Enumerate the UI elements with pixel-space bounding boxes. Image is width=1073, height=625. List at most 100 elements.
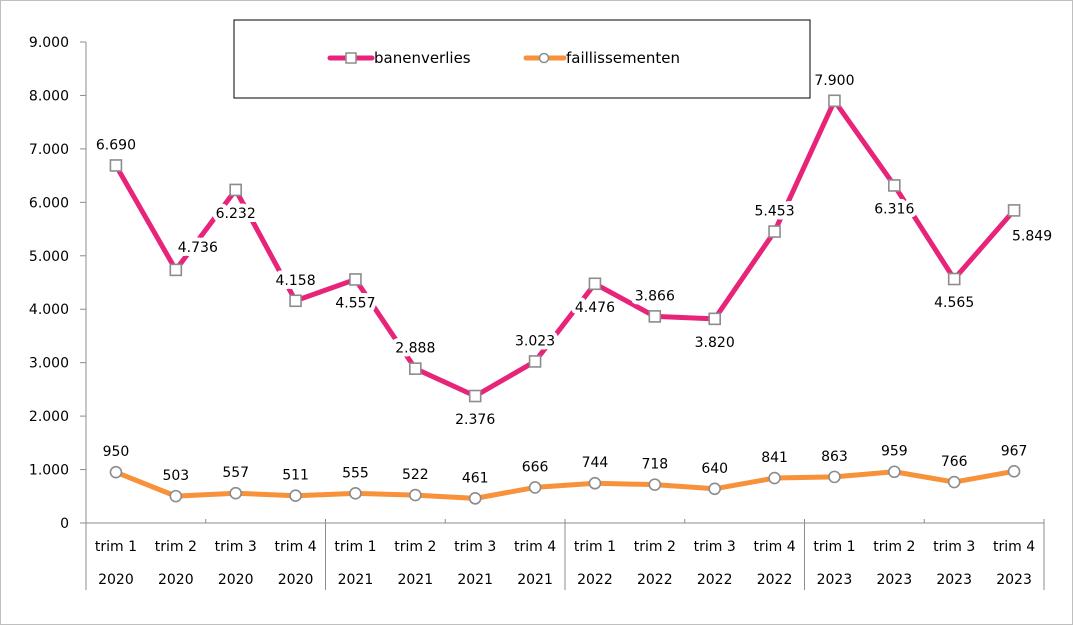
data-point-faillissementen (888, 465, 901, 479)
x-quarter-label: trim 4 (753, 539, 795, 555)
data-point-banenverlies (289, 294, 302, 308)
data-labels: 6.690 4.736 6.232 4.158 4.557 2.888 2.376 3.023… (92, 69, 1056, 491)
x-quarter-label: trim 4 (274, 539, 316, 555)
data-label-faillissementen: 744 (582, 455, 609, 471)
x-year-label: 2022 (757, 572, 793, 588)
data-label-faillissementen: 640 (701, 461, 728, 477)
x-quarter-label: trim 2 (155, 539, 197, 555)
data-point-banenverlies (409, 362, 422, 375)
data-point-banenverlies (229, 183, 242, 197)
x-quarter-label: trim 1 (334, 539, 376, 555)
data-point-faillissementen (229, 486, 242, 500)
data-point-faillissementen (169, 489, 183, 503)
data-label-faillissementen: 950 (103, 444, 130, 460)
data-point-banenverlies (169, 263, 183, 277)
x-quarter-label: trim 3 (215, 539, 257, 555)
data-label-banenverlies: 2.888 (395, 341, 435, 357)
series-line-banenverlies (113, 98, 1016, 399)
y-tick-label: 4.000 (29, 302, 69, 318)
y-tick-label: 8.000 (29, 88, 69, 104)
data-point-faillissementen (588, 476, 602, 490)
series-lines (113, 98, 1016, 501)
data-point-faillissementen (648, 478, 662, 491)
x-quarter-label: trim 3 (933, 539, 975, 555)
series-line-faillissementen (115, 468, 1015, 501)
legend-label-banenverlies: banenverlies (374, 49, 471, 67)
data-point-banenverlies (528, 355, 542, 368)
data-label-banenverlies: 4.158 (276, 273, 316, 289)
x-quarter-label: trim 4 (993, 539, 1035, 555)
data-label-banenverlies: 6.690 (96, 137, 136, 153)
y-tick-label: 6.000 (29, 195, 69, 211)
x-year-label: 2022 (697, 572, 733, 588)
y-tick-label: 2.000 (29, 409, 69, 425)
x-year-label: 2021 (397, 572, 433, 588)
legend-item-faillissementen: faillissementen (523, 49, 680, 67)
markers (109, 94, 1021, 505)
data-point-faillissementen (828, 470, 841, 484)
legend-label-faillissementen: faillissementen (566, 49, 680, 67)
data-point-faillissementen (1007, 465, 1021, 478)
legend-circle-marker-icon (538, 52, 550, 64)
data-point-banenverlies (1007, 204, 1021, 217)
data-point-banenverlies (468, 389, 482, 403)
data-point-banenverlies (947, 272, 961, 286)
data-label-faillissementen: 503 (162, 468, 189, 484)
data-label-banenverlies: 7.900 (814, 73, 854, 89)
data-label-banenverlies: 5.849 (1012, 228, 1052, 244)
axes: 0 1.000 2.000 3.000 4.000 5.000 6.000 7.000 8.00… (29, 35, 1045, 590)
data-label-faillissementen: 461 (462, 470, 489, 486)
data-label-banenverlies: 4.557 (335, 295, 375, 311)
x-quarter-label: trim 1 (574, 539, 616, 555)
x-quarter-label: trim 2 (634, 539, 676, 555)
x-year-label: 2020 (98, 572, 134, 588)
x-year-label: 2021 (517, 572, 553, 588)
data-point-faillissementen (349, 487, 362, 500)
legend-square-marker-icon (345, 52, 357, 64)
data-point-banenverlies (588, 277, 602, 291)
data-label-faillissementen: 555 (342, 465, 369, 481)
legend-box (233, 19, 811, 99)
y-tick-label: 5.000 (29, 249, 69, 265)
y-tick-label: 0 (60, 516, 69, 532)
data-label-faillissementen: 967 (1001, 443, 1028, 459)
y-tick-label: 1.000 (29, 463, 69, 479)
data-label-banenverlies: 4.565 (934, 295, 974, 311)
data-point-faillissementen (409, 488, 422, 502)
y-tick-label: 7.000 (29, 142, 69, 158)
x-quarter-label: trim 2 (873, 539, 915, 555)
x-year-label: 2020 (218, 572, 254, 588)
data-label-faillissementen: 557 (222, 465, 249, 481)
data-point-banenverlies (648, 310, 662, 323)
data-label-banenverlies: 5.453 (755, 204, 795, 220)
data-label-banenverlies: 2.376 (455, 412, 495, 428)
data-label-banenverlies: 4.476 (575, 300, 615, 316)
x-quarter-label: trim 3 (454, 539, 496, 555)
data-point-faillissementen (528, 481, 542, 494)
x-year-label: 2021 (457, 572, 493, 588)
data-point-faillissementen (708, 482, 721, 496)
x-quarter-label: trim 2 (394, 539, 436, 555)
x-year-label: 2023 (876, 572, 912, 588)
data-point-banenverlies (109, 159, 123, 172)
data-label-banenverlies: 3.866 (635, 288, 675, 304)
legend-item-banenverlies: banenverlies (327, 49, 471, 67)
x-quarter-label: trim 1 (95, 539, 137, 555)
data-point-faillissementen (468, 492, 482, 505)
data-label-banenverlies: 4.736 (178, 240, 218, 256)
data-point-banenverlies (768, 225, 781, 238)
x-year-label: 2020 (278, 572, 314, 588)
data-label-faillissementen: 766 (941, 454, 968, 470)
data-point-banenverlies (349, 273, 362, 286)
data-point-faillissementen (109, 465, 123, 479)
y-tick-label: 3.000 (29, 356, 69, 372)
data-point-faillissementen (947, 475, 961, 489)
x-year-label: 2023 (817, 572, 853, 588)
data-label-banenverlies: 3.820 (695, 335, 735, 351)
data-label-faillissementen: 666 (522, 459, 549, 475)
data-point-faillissementen (768, 471, 781, 485)
x-year-label: 2023 (936, 572, 972, 588)
data-point-banenverlies (828, 94, 841, 108)
x-year-label: 2020 (158, 572, 194, 588)
